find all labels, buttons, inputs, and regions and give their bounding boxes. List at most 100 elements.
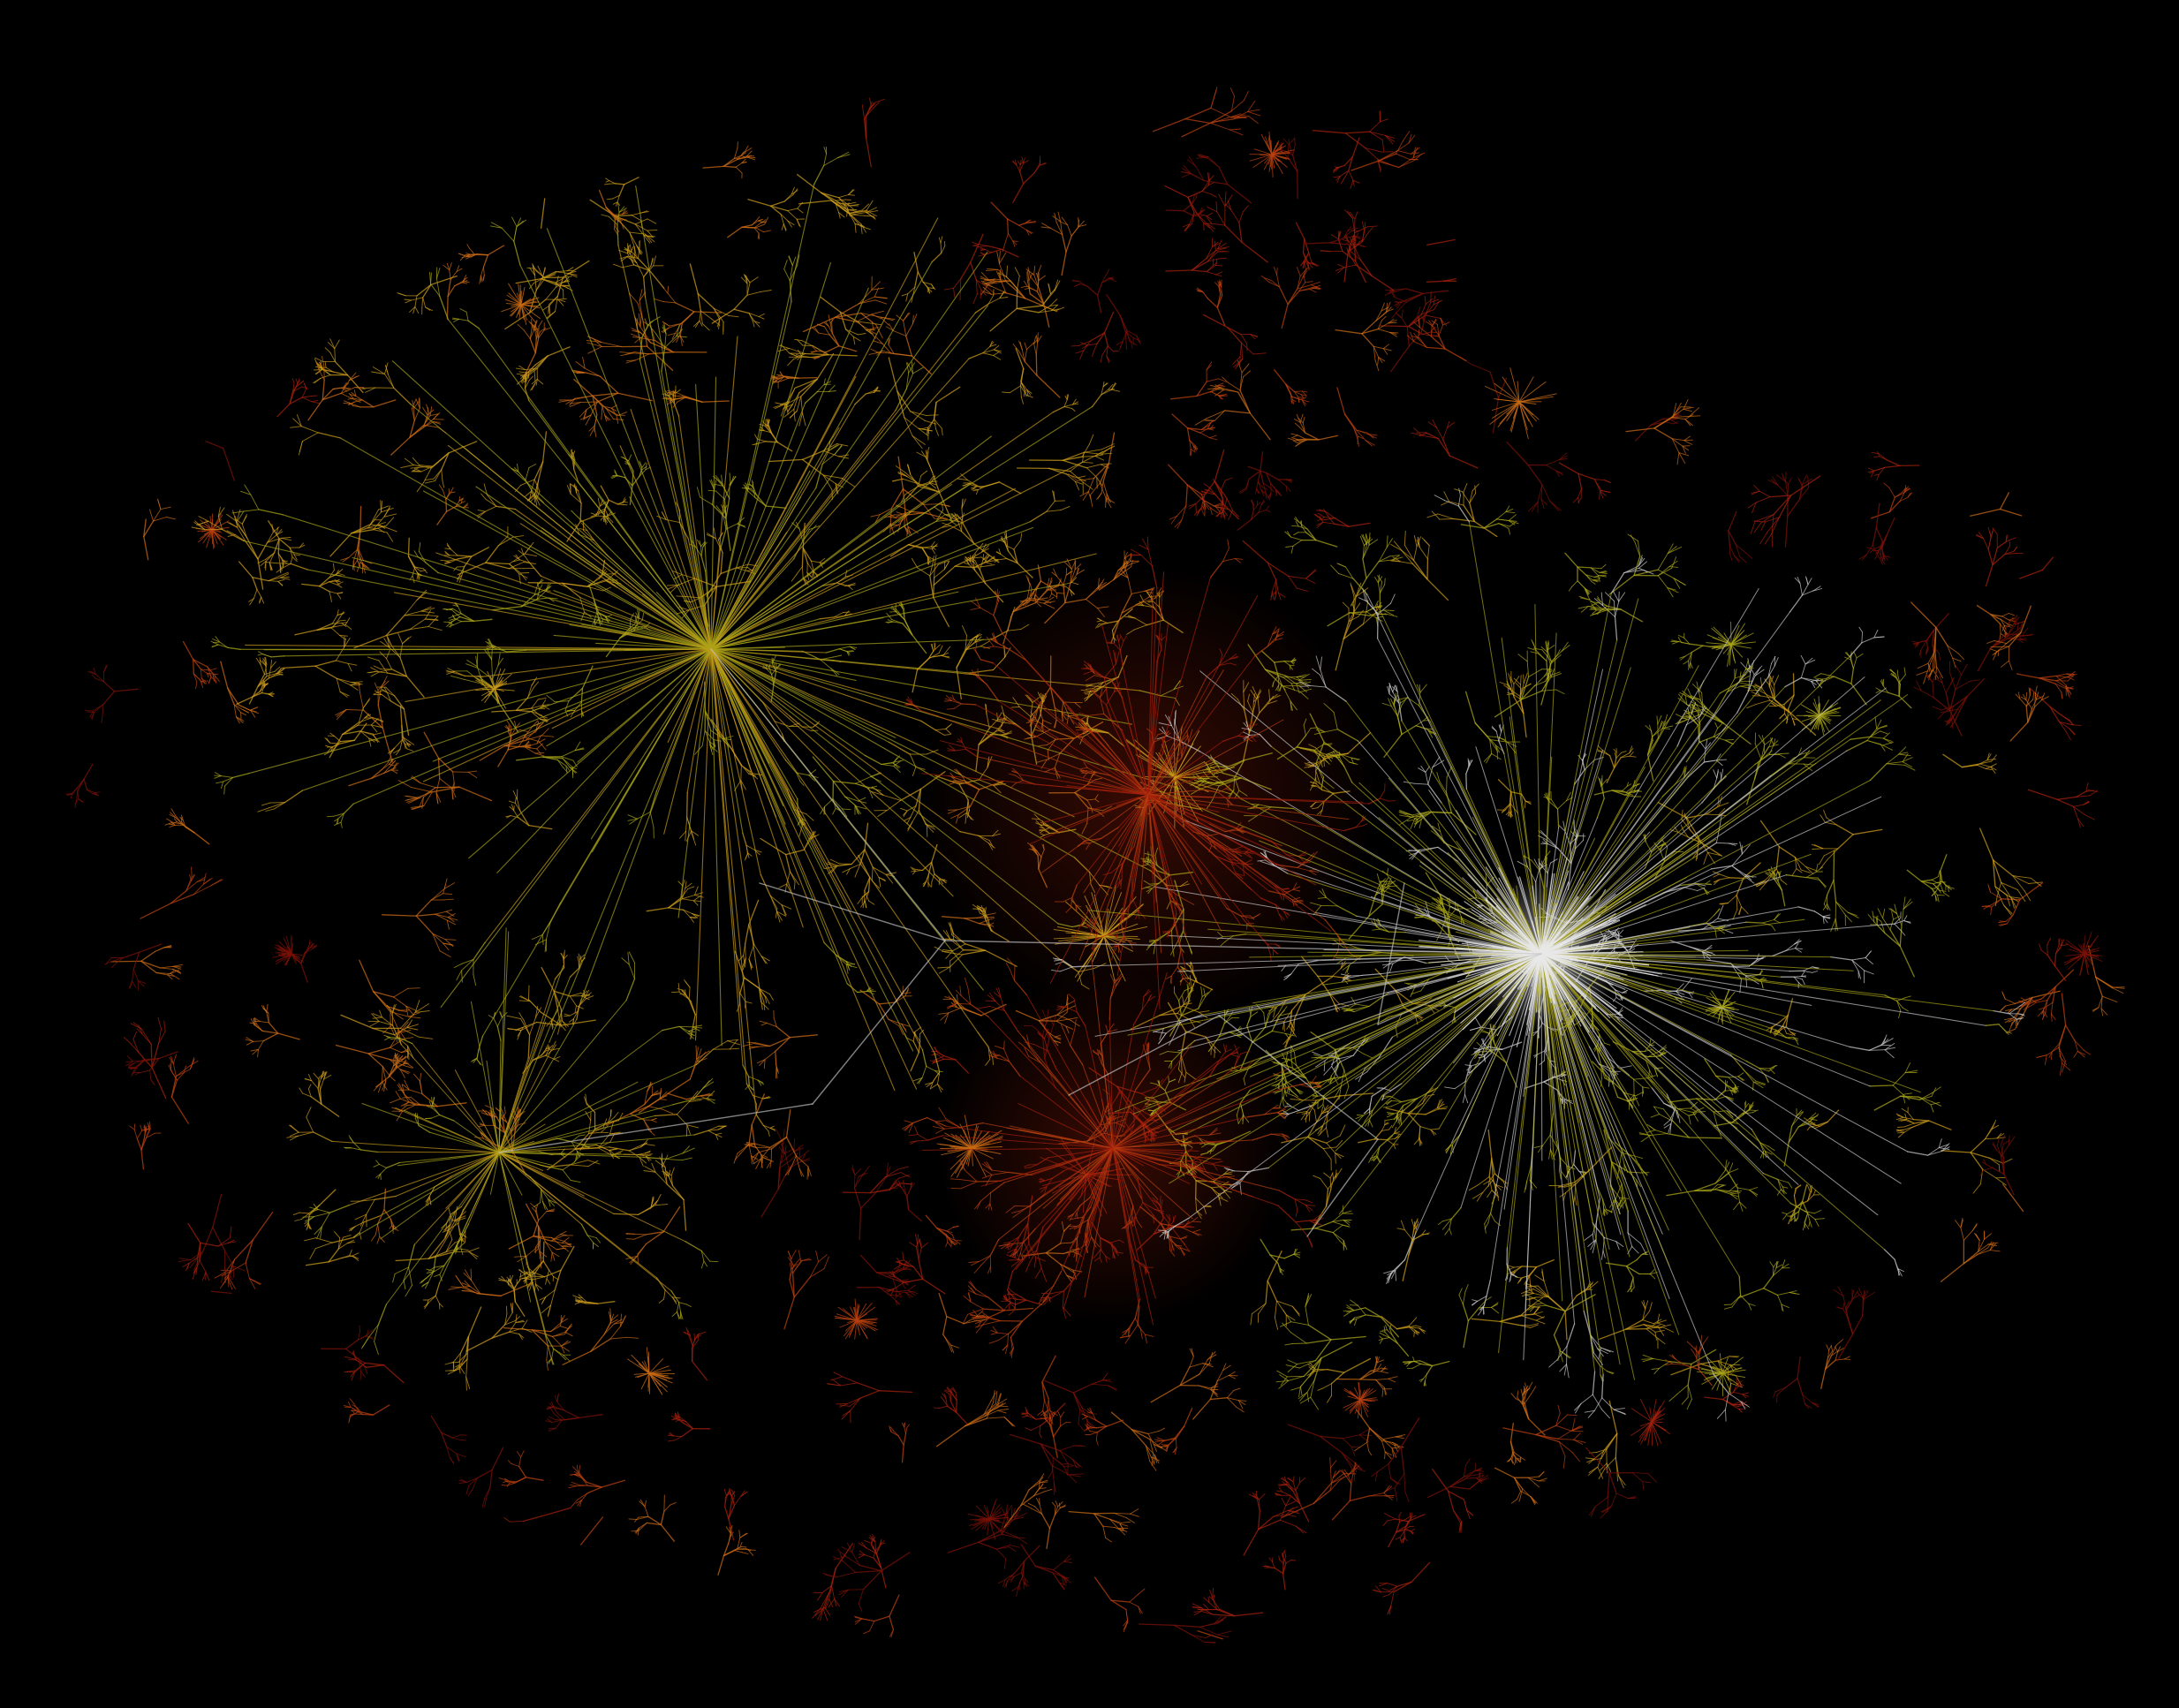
edge xyxy=(1786,716,1789,723)
edge xyxy=(268,673,278,679)
edge xyxy=(1795,1184,1801,1189)
edge xyxy=(533,355,549,370)
edge xyxy=(1523,674,1525,684)
edge xyxy=(1636,1253,1643,1261)
edge xyxy=(1446,420,1450,428)
edge xyxy=(1940,854,1948,872)
edge xyxy=(1421,435,1439,439)
edge xyxy=(931,548,935,555)
edge xyxy=(1359,1379,1377,1381)
edge xyxy=(1342,1224,1351,1228)
edge xyxy=(901,1444,904,1463)
edge xyxy=(464,1280,471,1288)
edge xyxy=(1342,1434,1360,1440)
edge xyxy=(1278,1486,1283,1493)
edge xyxy=(797,201,804,209)
edge xyxy=(1326,1111,1328,1129)
edge xyxy=(886,1166,891,1178)
edge xyxy=(1021,349,1025,362)
edge xyxy=(779,371,783,376)
edge xyxy=(848,194,856,196)
edge xyxy=(515,1026,524,1031)
edge xyxy=(1299,1477,1306,1484)
edge xyxy=(1229,1032,1237,1034)
edge xyxy=(1317,1387,1324,1391)
edge xyxy=(1379,118,1388,123)
edge xyxy=(1129,340,1138,346)
edge xyxy=(1131,1429,1147,1447)
edge xyxy=(1049,227,1063,236)
edge xyxy=(110,963,117,969)
edge xyxy=(1268,1557,1273,1562)
edge xyxy=(565,765,568,774)
edge xyxy=(1970,1138,1986,1153)
edge xyxy=(1422,290,1449,295)
edge xyxy=(557,1024,561,1035)
edge xyxy=(1103,311,1115,334)
edge xyxy=(1387,1518,1396,1522)
edge xyxy=(739,1532,748,1538)
edge xyxy=(313,369,323,371)
edge xyxy=(779,1153,784,1169)
edge xyxy=(405,1005,418,1012)
edge xyxy=(1078,1409,1081,1425)
edge xyxy=(398,1009,407,1012)
edge xyxy=(1547,1296,1566,1312)
edge xyxy=(1071,344,1079,347)
edge xyxy=(1024,342,1027,351)
edge xyxy=(1597,750,1603,753)
edge xyxy=(1079,350,1085,360)
edge xyxy=(797,208,804,214)
edge xyxy=(459,254,465,261)
edge xyxy=(386,517,395,526)
edge xyxy=(411,297,424,301)
edge xyxy=(1574,1196,1578,1206)
edge xyxy=(1116,340,1124,346)
edge xyxy=(2058,1024,2067,1048)
edge xyxy=(1631,1050,1647,1062)
edge xyxy=(1537,1285,1550,1298)
edge xyxy=(462,1286,471,1288)
edge xyxy=(1030,1425,1041,1432)
edge xyxy=(1955,1220,1962,1228)
edge xyxy=(444,939,454,948)
edge xyxy=(1760,521,1767,531)
edge xyxy=(1106,355,1110,362)
edge xyxy=(1595,1448,1608,1454)
edge xyxy=(518,1334,525,1339)
edge xyxy=(1201,498,1214,507)
edge xyxy=(1644,1049,1653,1052)
edge xyxy=(536,379,544,385)
edge xyxy=(224,1258,236,1273)
edge xyxy=(193,659,194,675)
edge xyxy=(839,311,847,330)
edge xyxy=(865,200,874,212)
edge xyxy=(1174,519,1183,528)
edge xyxy=(1413,1331,1415,1338)
edge xyxy=(848,212,856,224)
edge xyxy=(257,673,266,687)
edge xyxy=(1972,1183,1981,1194)
edge xyxy=(1209,1379,1218,1401)
edge xyxy=(890,1431,899,1437)
edge xyxy=(889,1425,892,1432)
edge xyxy=(1209,507,1213,515)
edge xyxy=(430,888,445,901)
edge xyxy=(935,1425,966,1447)
edge xyxy=(344,1339,359,1350)
edge xyxy=(1276,1370,1288,1378)
edge xyxy=(1764,868,1777,881)
edge xyxy=(1505,511,1516,514)
edge xyxy=(1276,1021,1285,1023)
edge xyxy=(1187,196,1198,215)
edge xyxy=(515,1319,525,1323)
edge xyxy=(231,1262,246,1272)
edge xyxy=(942,646,951,655)
edge xyxy=(667,1078,691,1094)
edge xyxy=(1177,519,1183,529)
edge xyxy=(483,275,485,281)
edge xyxy=(851,1168,856,1175)
edge xyxy=(1306,528,1317,541)
edge xyxy=(779,1151,795,1164)
edge xyxy=(917,271,924,283)
